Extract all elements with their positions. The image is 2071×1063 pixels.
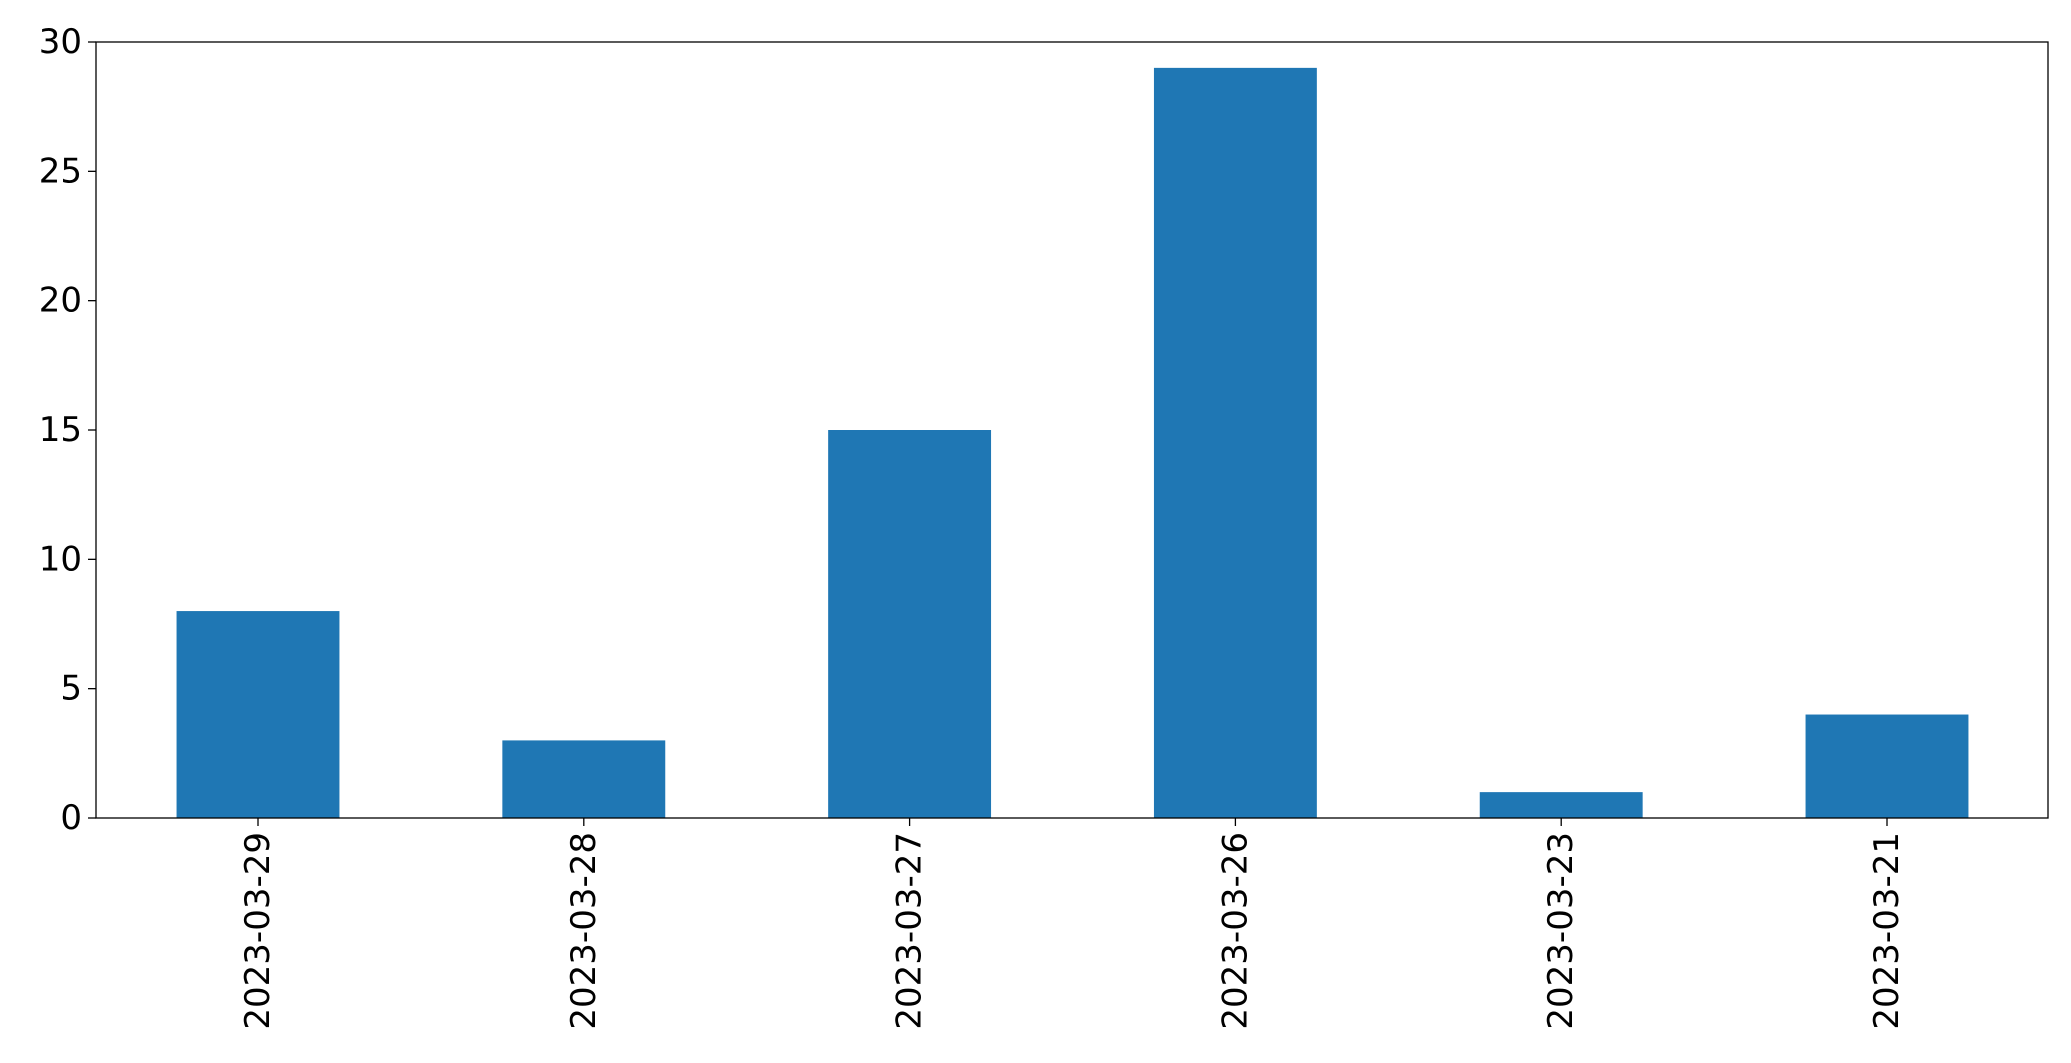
y-tick-label: 25 — [39, 151, 82, 191]
bar-2023-03-27 — [828, 430, 992, 818]
y-tick-label: 0 — [60, 798, 82, 838]
x-axis: 2023-03-29 2023-03-28 2023-03-27 2023-03-26… — [238, 818, 1907, 1030]
y-tick-label: 15 — [39, 410, 82, 450]
x-tick-label: 2023-03-23 — [1541, 832, 1581, 1030]
x-tick-label: 2023-03-28 — [564, 832, 604, 1030]
bar-2023-03-23 — [1479, 792, 1643, 818]
bar-2023-03-26 — [1153, 67, 1317, 818]
plot-area-frame — [95, 41, 2049, 819]
x-tick-label: 2023-03-26 — [1215, 832, 1255, 1030]
bar-2023-03-29 — [176, 611, 340, 818]
x-tick-label: 2023-03-21 — [1867, 832, 1907, 1030]
y-tick-label: 20 — [39, 281, 82, 321]
y-tick-label: 10 — [39, 539, 82, 579]
bar-2023-03-28 — [502, 740, 666, 818]
bars-layer — [176, 67, 1969, 818]
y-tick-label: 5 — [60, 669, 82, 709]
y-axis: 0 5 10 15 20 25 30 — [39, 22, 96, 838]
x-tick-label: 2023-03-29 — [238, 832, 278, 1030]
bar-2023-03-21 — [1805, 714, 1969, 818]
y-tick-label: 30 — [39, 22, 82, 62]
x-tick-label: 2023-03-27 — [890, 832, 930, 1030]
